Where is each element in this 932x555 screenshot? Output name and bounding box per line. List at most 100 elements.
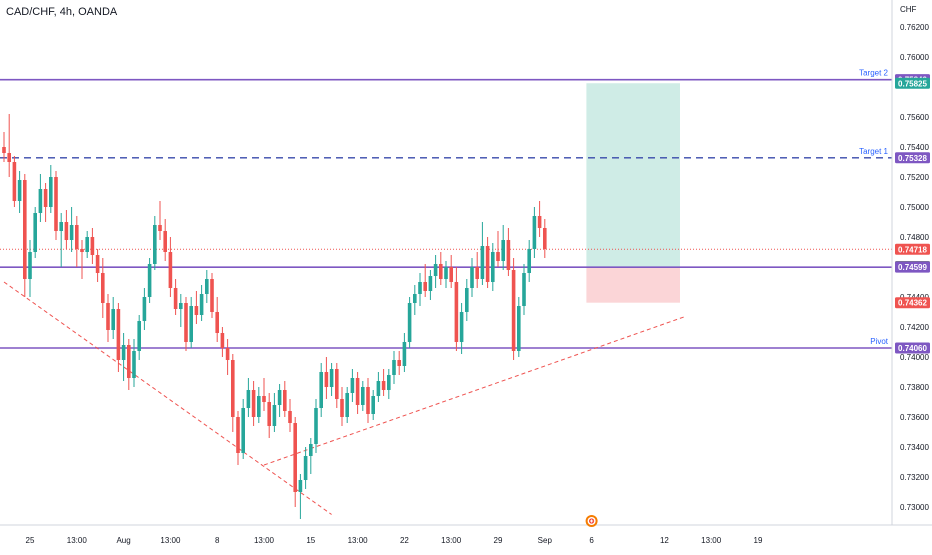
candle bbox=[251, 381, 256, 426]
y-tick-label: 0.74000 bbox=[900, 353, 929, 362]
candle-body bbox=[194, 306, 199, 315]
candle bbox=[345, 387, 349, 423]
candle bbox=[543, 219, 547, 258]
candle-body bbox=[272, 405, 277, 426]
x-tick-label: 13:00 bbox=[67, 536, 88, 545]
candle-body bbox=[506, 240, 511, 270]
candle-body bbox=[303, 456, 308, 480]
candle bbox=[324, 357, 329, 399]
candle-body bbox=[444, 267, 448, 279]
candle-body bbox=[17, 180, 22, 201]
candle-body bbox=[376, 381, 381, 396]
candle bbox=[511, 258, 516, 360]
x-tick-label: Sep bbox=[538, 536, 553, 545]
candle-body bbox=[127, 345, 131, 378]
price-tag-bg bbox=[895, 297, 930, 309]
x-tick-label: 13:00 bbox=[701, 536, 722, 545]
profit-zone bbox=[586, 83, 680, 267]
candle bbox=[449, 255, 453, 288]
trendline bbox=[263, 316, 686, 466]
y-tick-label: 0.74200 bbox=[900, 323, 929, 332]
candle bbox=[267, 393, 271, 438]
y-tick-label: 0.76200 bbox=[900, 23, 929, 32]
candle-body bbox=[371, 396, 375, 414]
candle-body bbox=[319, 372, 323, 408]
candle-body bbox=[215, 312, 219, 333]
x-tick-label: Aug bbox=[116, 536, 130, 545]
candle bbox=[485, 237, 490, 288]
price-tag: 0.74362 bbox=[895, 297, 930, 309]
price-axis: CHF 0.73000 0.73200 0.73400 0.73600 0.73800 0.… bbox=[891, 0, 929, 525]
level-label: Pivot bbox=[870, 337, 889, 346]
candle bbox=[491, 243, 495, 291]
candle bbox=[314, 399, 318, 453]
candle bbox=[17, 171, 22, 213]
candle bbox=[116, 303, 121, 372]
price-tag: 0.75328 bbox=[895, 152, 930, 164]
candle-body bbox=[142, 297, 147, 321]
candle-body bbox=[449, 267, 453, 282]
event-marker[interactable] bbox=[585, 515, 598, 527]
price-tag-text: 0.74060 bbox=[898, 344, 927, 353]
candle-body bbox=[397, 360, 401, 366]
candle bbox=[439, 252, 443, 285]
y-tick-label: 0.73600 bbox=[900, 413, 929, 422]
candle bbox=[480, 222, 485, 285]
candle-body bbox=[163, 231, 167, 252]
candle bbox=[283, 381, 287, 417]
candle-body bbox=[246, 390, 251, 408]
candle-body bbox=[241, 408, 245, 453]
y-tick-label: 0.75000 bbox=[900, 203, 929, 212]
candle-body bbox=[220, 333, 225, 348]
horizontal-levels: Target 2 Target 1 Pivot bbox=[0, 69, 892, 349]
candle-body bbox=[49, 177, 53, 207]
candle bbox=[147, 258, 152, 303]
candle-body bbox=[283, 390, 287, 411]
x-tick-label: 8 bbox=[215, 536, 220, 545]
price-tag-bg bbox=[895, 243, 930, 255]
y-tick-label: 0.75200 bbox=[900, 173, 929, 182]
candle-body bbox=[101, 273, 105, 303]
x-tick-label: 29 bbox=[494, 536, 503, 545]
candle bbox=[361, 381, 365, 411]
candle-body bbox=[28, 252, 32, 279]
candle bbox=[189, 297, 193, 348]
trendlines bbox=[3, 281, 686, 515]
candle bbox=[225, 339, 230, 375]
candle-body bbox=[111, 309, 115, 330]
candle-body bbox=[288, 411, 292, 423]
candle bbox=[199, 285, 204, 321]
candle-body bbox=[23, 180, 27, 279]
candle bbox=[454, 267, 459, 351]
candle bbox=[433, 255, 438, 288]
candle bbox=[522, 264, 526, 315]
candle-body bbox=[95, 255, 100, 273]
candle-body bbox=[262, 396, 266, 402]
candle-body bbox=[428, 276, 433, 291]
symbol-title: CAD/CHF, 4h, OANDA bbox=[6, 6, 118, 18]
candle bbox=[537, 201, 542, 237]
candle bbox=[387, 369, 391, 399]
candle-body bbox=[366, 387, 370, 414]
trendline bbox=[3, 281, 332, 515]
candle bbox=[194, 291, 199, 324]
loss-zone bbox=[586, 266, 680, 303]
candle-body bbox=[329, 369, 334, 387]
candle-body bbox=[80, 249, 84, 252]
candle bbox=[262, 378, 266, 411]
candle bbox=[428, 270, 433, 300]
candle bbox=[257, 387, 261, 423]
candle-body bbox=[267, 402, 271, 426]
level-label: Target 1 bbox=[859, 147, 888, 156]
candle-body bbox=[132, 351, 136, 378]
candle-body bbox=[59, 222, 63, 231]
candle bbox=[381, 369, 386, 396]
candle-body bbox=[184, 303, 188, 342]
price-tag-text: 0.74599 bbox=[898, 263, 927, 272]
candle-body bbox=[298, 480, 303, 492]
candle bbox=[506, 228, 511, 276]
candle-body bbox=[423, 282, 427, 291]
candle-body bbox=[413, 294, 417, 303]
price-tag: 0.74060 bbox=[895, 342, 930, 354]
